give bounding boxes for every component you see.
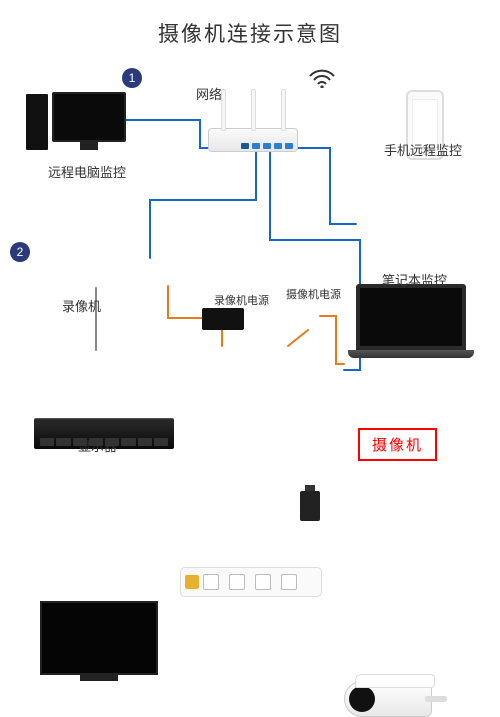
nvr-label: 录像机 <box>62 296 101 315</box>
router-device <box>208 128 298 152</box>
tv-device <box>40 601 158 675</box>
wifi-icon <box>308 66 336 93</box>
camera-device <box>344 681 432 717</box>
laptop-device <box>356 284 466 350</box>
camera-box-label: 摄像机 <box>358 428 437 461</box>
pc-device <box>52 92 126 142</box>
wire-router-nvr <box>150 150 256 258</box>
network-label: 网络 <box>196 84 222 103</box>
wire-nvr-psu <box>168 286 202 318</box>
diagram-title: 摄像机连接示意图 <box>0 18 500 48</box>
wire-campsu-cam <box>320 316 344 364</box>
pc-label: 远程电脑监控 <box>48 162 126 181</box>
wire-router-laptop <box>288 148 356 224</box>
tv-label: 显示器 <box>78 436 117 455</box>
phone-label: 手机远程监控 <box>384 140 462 159</box>
nvr-psu-label: 录像机电源 <box>214 292 269 308</box>
wire-campsu-strip <box>288 330 308 346</box>
nvr-psu-device <box>202 308 244 330</box>
cam-psu-label: 摄像机电源 <box>286 286 341 302</box>
powerstrip-device <box>180 567 322 597</box>
laptop-label: 笔记本监控 <box>382 270 447 289</box>
wire-router-cam <box>270 150 360 370</box>
cam-psu-device <box>300 491 320 521</box>
badge-1: 1 <box>122 68 142 88</box>
badge-2: 2 <box>10 242 30 262</box>
